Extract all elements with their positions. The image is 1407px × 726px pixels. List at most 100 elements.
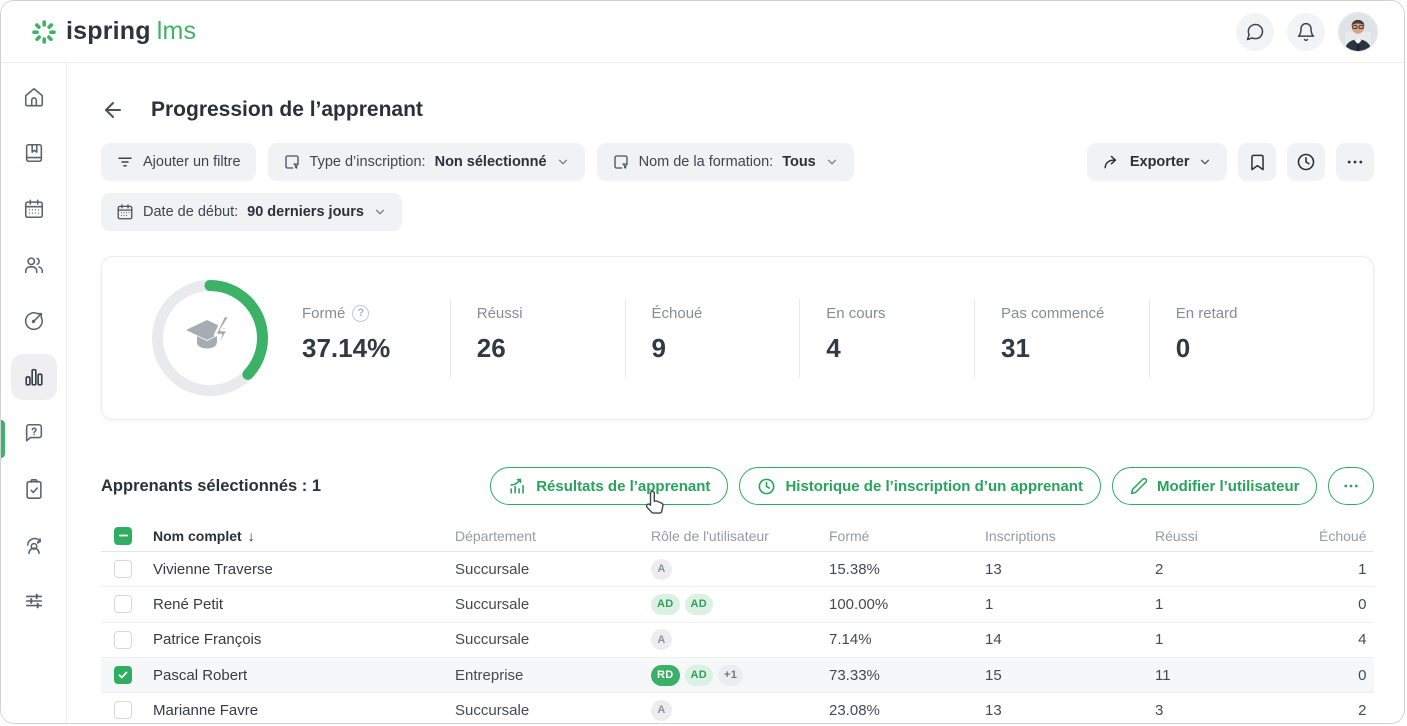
- passed-value: 11: [1155, 666, 1171, 684]
- column-passed[interactable]: Réussi: [1155, 527, 1198, 544]
- top-right-actions: [1236, 11, 1378, 52]
- column-department[interactable]: Département: [455, 527, 536, 544]
- export-icon: [1104, 155, 1117, 168]
- sidebar-item-assignments[interactable]: [11, 466, 57, 512]
- clock-icon: [759, 478, 775, 494]
- learner-department: Succursale: [455, 631, 530, 649]
- sidebar-item-users[interactable]: [11, 242, 57, 288]
- stat-overdue: En retard 0: [1148, 298, 1324, 378]
- course-name-value: Tous: [782, 154, 816, 170]
- back-button[interactable]: [101, 98, 125, 122]
- more-options-button[interactable]: [1336, 143, 1375, 181]
- export-button[interactable]: Exporter: [1086, 143, 1228, 181]
- start-date-label: Date de début:: [143, 204, 239, 220]
- row-checkbox[interactable]: [114, 560, 132, 579]
- learner-results-button[interactable]: Résultats de l’apprenant: [490, 467, 729, 505]
- learner-name[interactable]: Patrice François: [153, 631, 262, 649]
- question-bubble-icon: [25, 423, 42, 442]
- row-checkbox-checked[interactable]: [114, 666, 132, 685]
- table-row[interactable]: Vivienne Traverse Succursale A 15.38% 13…: [101, 552, 1375, 588]
- failed-value: 1: [1358, 560, 1367, 578]
- messages-button[interactable]: [1236, 12, 1274, 51]
- sliders-icon: [25, 593, 42, 609]
- column-role[interactable]: Rôle de l'utilisateur: [651, 527, 769, 544]
- logo-text: ispring lms: [66, 17, 196, 46]
- more-roles-badge[interactable]: +1: [718, 664, 744, 686]
- column-name[interactable]: Nom complet ↓: [153, 527, 255, 544]
- bookmark-report-button[interactable]: [1238, 143, 1277, 181]
- enrollment-type-label: Type d’inscription:: [309, 154, 426, 170]
- clipboard-check-icon: [25, 479, 42, 499]
- row-checkbox[interactable]: [114, 701, 132, 720]
- summary-stats: Formé ? 37.14% Réussi 26 Échoué 9 E: [302, 298, 1324, 378]
- stat-not-started: Pas commencé 31: [974, 298, 1149, 378]
- learner-department: Succursale: [455, 701, 530, 719]
- sidebar-item-on-the-job-training[interactable]: [11, 522, 57, 568]
- home-icon: [24, 87, 43, 107]
- sidebar-item-home[interactable]: [11, 74, 57, 120]
- select-all-checkbox[interactable]: [114, 526, 132, 545]
- learner-name[interactable]: Pascal Robert: [153, 666, 248, 684]
- schedule-report-button[interactable]: [1287, 143, 1326, 181]
- calendar-icon: [117, 204, 133, 220]
- add-filter-button[interactable]: Ajouter un filtre: [101, 143, 256, 181]
- help-icon[interactable]: ?: [352, 304, 370, 322]
- more-actions-button[interactable]: [1328, 467, 1375, 505]
- arrow-left-icon: [105, 102, 121, 118]
- enrollments-value: 13: [985, 701, 1002, 719]
- chat-bubble-icon: [1246, 23, 1264, 40]
- learner-name[interactable]: Vivienne Traverse: [153, 560, 273, 578]
- learner-department: Succursale: [455, 595, 530, 613]
- table-row[interactable]: Marianne Favre Succursale A 23.08% 13 3 …: [101, 693, 1374, 723]
- person-gauge-icon: [26, 537, 41, 555]
- export-label: Exporter: [1129, 154, 1190, 170]
- role-badge: A: [651, 699, 672, 721]
- user-avatar[interactable]: [1338, 11, 1378, 52]
- avatar-image: [1339, 12, 1377, 51]
- edit-user-button[interactable]: Modifier l’utilisateur: [1111, 467, 1318, 505]
- table-row[interactable]: Patrice François Succursale A 7.14% 14 1…: [101, 623, 1375, 658]
- notifications-button[interactable]: [1287, 12, 1325, 51]
- bookmark-icon: [1251, 154, 1264, 170]
- sidebar-item-goals[interactable]: [11, 298, 57, 344]
- table-row-selected[interactable]: Pascal Robert Entreprise RD AD +1 73.33%…: [101, 657, 1375, 694]
- failed-value: 4: [1358, 631, 1367, 649]
- row-checkbox[interactable]: [114, 595, 132, 614]
- selected-learners-count: Apprenants sélectionnés : 1: [101, 476, 322, 495]
- passed-value: 3: [1155, 701, 1164, 719]
- ellipsis-icon: [1344, 484, 1359, 488]
- chevron-down-icon: [827, 159, 836, 165]
- table-row[interactable]: René Petit Succursale AD AD 100.00% 1 1 …: [101, 587, 1375, 623]
- role-badge: AD: [651, 593, 680, 615]
- table-header: Nom complet ↓ Département Rôle de l'util…: [101, 520, 1375, 552]
- learner-name[interactable]: René Petit: [153, 595, 224, 613]
- active-indicator: [1, 420, 5, 458]
- sidebar-item-support[interactable]: [11, 410, 57, 456]
- learner-department: Succursale: [455, 560, 530, 578]
- row-checkbox[interactable]: [114, 630, 132, 649]
- users-icon: [24, 257, 43, 274]
- column-trained[interactable]: Formé: [829, 527, 870, 544]
- target-arrow-icon: [24, 312, 43, 331]
- app-logo[interactable]: ispring lms: [31, 17, 196, 46]
- trained-value: 23.08%: [829, 701, 880, 719]
- enrollments-value: 13: [985, 560, 1002, 578]
- sidebar-item-settings[interactable]: [11, 578, 57, 624]
- enrollment-history-button[interactable]: Historique de l’inscription d’un apprena…: [739, 467, 1101, 505]
- stat-trained-label: Formé: [302, 304, 346, 322]
- sidebar-item-courses[interactable]: [11, 130, 57, 176]
- failed-value: 0: [1358, 595, 1367, 613]
- enrollment-type-value: Non sélectionné: [434, 154, 547, 170]
- sidebar-item-reports[interactable]: [10, 354, 57, 400]
- clock-icon: [1298, 153, 1315, 171]
- sidebar-item-calendar[interactable]: [11, 186, 57, 232]
- learner-name[interactable]: Marianne Favre: [153, 701, 259, 719]
- column-enrollments[interactable]: Inscriptions: [985, 527, 1056, 544]
- role-badges: A: [651, 558, 829, 580]
- role-badges: A: [651, 699, 829, 721]
- start-date-value: 90 derniers jours: [247, 204, 364, 220]
- course-name-filter[interactable]: Nom de la formation: Tous: [596, 143, 854, 181]
- enrollment-type-filter[interactable]: Type d’inscription: Non sélectionné: [267, 143, 585, 181]
- column-failed[interactable]: Échoué: [1319, 527, 1367, 544]
- start-date-filter[interactable]: Date de début: 90 derniers jours: [101, 193, 402, 231]
